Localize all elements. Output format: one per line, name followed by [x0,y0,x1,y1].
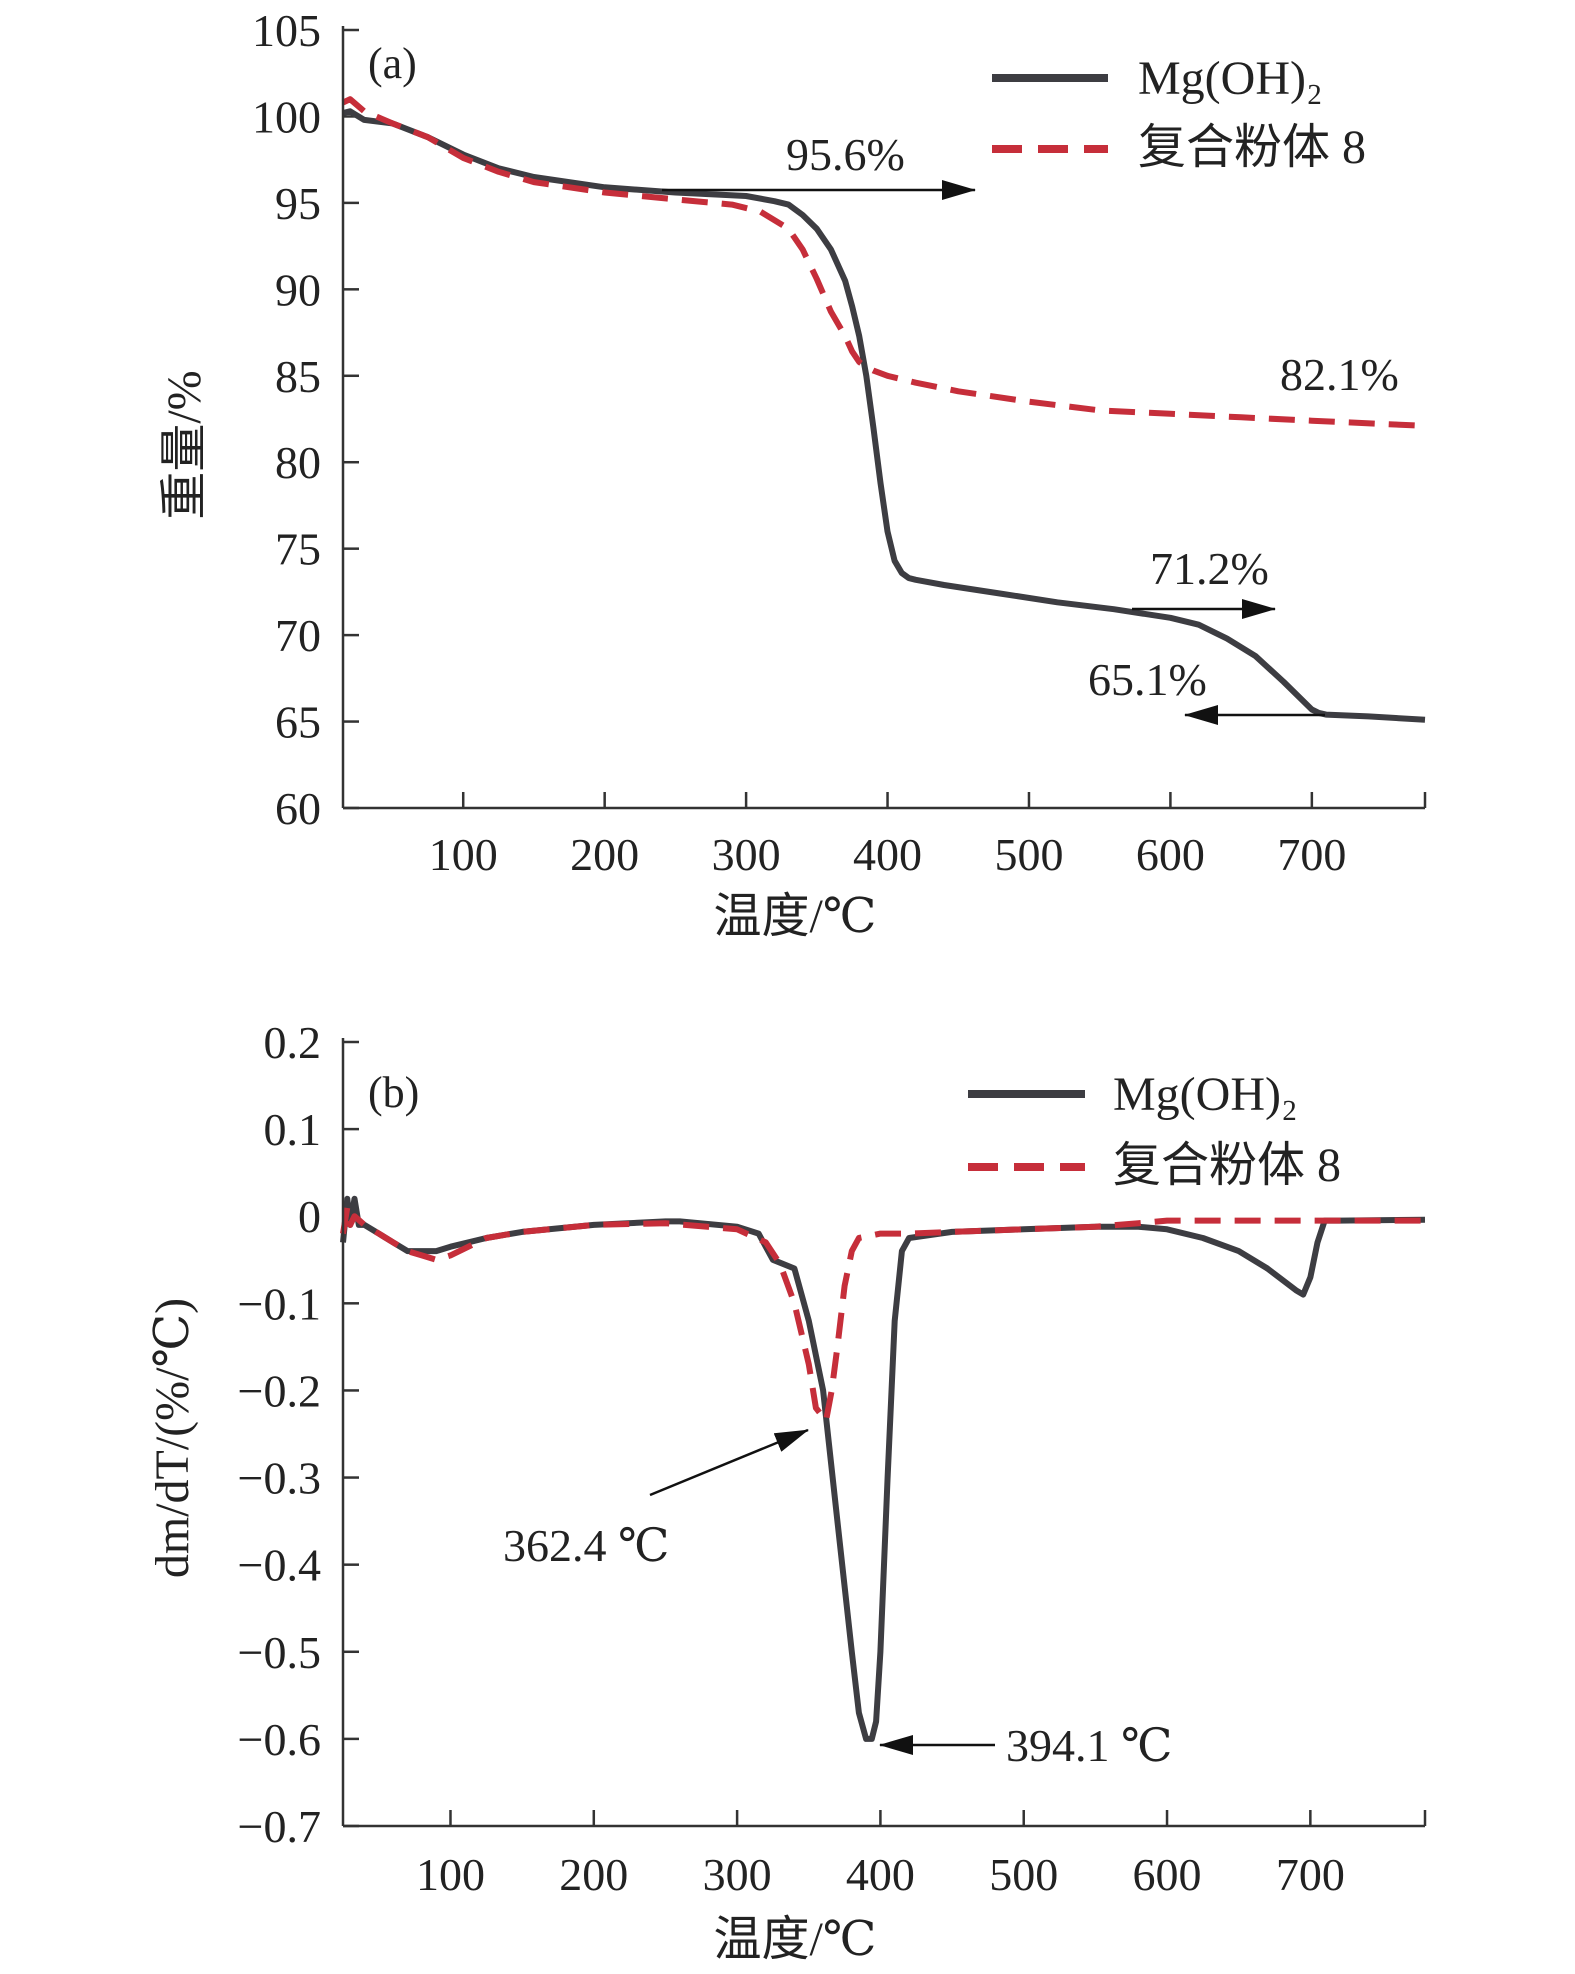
panel-b-x-tick-label: 500 [989,1849,1058,1900]
panel-a-series [341,96,1426,723]
panel-b-y-tick-label: −0.3 [238,1453,321,1504]
panel-a-y-ticks: 60 65 70 75 80 85 90 95 100 105 [252,5,359,834]
panel-b-x-tick-label: 100 [416,1849,485,1900]
panel-a-annotations: 95.6% 82.1% 71.2% 65.1% [662,129,1399,725]
panel-b-y-axis-title: dm/dT/(%/℃) [146,1298,199,1578]
panel-b-label: (b) [368,1068,419,1117]
panel-a-annotation-71-2: 71.2% [1150,543,1269,594]
panel-a-series-line-mgoh2 [342,108,1426,723]
panel-a-y-tick-label: 60 [275,783,321,834]
panel-b-x-tick-label: 700 [1276,1849,1345,1900]
panel-a-weight-chart: (a) 100 200 300 400 500 600 700 60 65 70 75 80 85 90… [158,5,1427,943]
panel-a-y-tick-label: 95 [275,178,321,229]
panel-a-annotation-95-6: 95.6% [786,129,905,180]
panel-b-derivative-chart: (b) 100 200 300 400 500 600 700 −0.7−0.6−0.5−0… [146,1017,1427,1966]
panel-b-y-tick-label: 0 [298,1191,321,1242]
panel-a-x-tick-label: 500 [994,829,1063,880]
panel-a-y-tick-label: 90 [275,264,321,315]
panel-b-annotation-362-4: 362.4 ℃ [503,1520,669,1571]
panel-a-y-axis-title: 重量/% [158,370,211,519]
panel-a-y-tick-label: 80 [275,437,321,488]
panel-a-label: (a) [368,39,417,88]
panel-a-y-tick-label: 75 [275,524,321,575]
panel-a-series-line-composite [341,96,1426,429]
panel-a-legend: Mg(OH)₂ 复合粉体 8 [992,52,1366,174]
panel-b-x-ticks: 100 200 300 400 500 600 700 [416,1810,1427,1900]
panel-b-series-line-mgoh2 [340,1195,1426,1742]
panel-b-legend-label-composite: 复合粉体 8 [1113,1139,1341,1192]
panel-b-x-tick-label: 400 [846,1849,915,1900]
panel-b-y-tick-label: −0.2 [238,1365,321,1416]
panel-b-x-axis-title: 温度/℃ [713,1913,876,1966]
panel-b-y-tick-label: −0.6 [238,1714,321,1765]
panel-b-x-tick-label: 600 [1133,1849,1202,1900]
panel-a-y-tick-label: 100 [252,91,321,142]
panel-a-annotation-65-1: 65.1% [1088,654,1207,705]
panel-a-x-tick-label: 100 [429,829,498,880]
panel-a-legend-label-composite: 复合粉体 8 [1138,121,1366,174]
panel-b-y-tick-label: 0.2 [264,1017,322,1068]
panel-b-legend-label-mgoh2: Mg(OH)₂ [1113,1068,1298,1121]
panel-a-y-tick-label: 85 [275,351,321,402]
panel-a-x-tick-label: 400 [853,829,922,880]
panel-a-y-tick-label: 65 [275,697,321,748]
panel-a-y-tick-label: 70 [275,610,321,661]
panel-a-x-tick-label: 600 [1136,829,1205,880]
panel-a-legend-label-mgoh2: Mg(OH)₂ [1138,52,1323,105]
panel-a-x-tick-label: 200 [570,829,639,880]
panel-b-arrow-362-4 [649,1428,809,1497]
panel-a-y-tick-label: 105 [252,5,321,56]
panel-b-y-tick-label: −0.1 [238,1278,321,1329]
panel-b-y-ticks: −0.7 −0.6 −0.5 −0.4 −0.3 −0.2 −0.1 0 0.1 0.2 [238,1017,359,1852]
panel-b-x-tick-label: 300 [703,1849,772,1900]
panel-b-y-tick-label: −0.4 [238,1540,321,1591]
panel-b-annotation-394-1: 394.1 ℃ [1006,1720,1172,1771]
panel-b-series [340,1195,1426,1742]
panel-a-annotation-82-1: 82.1% [1280,349,1399,400]
panel-b-legend: Mg(OH)₂ 复合粉体 8 [968,1068,1341,1192]
panel-a-x-tick-label: 700 [1277,829,1346,880]
panel-b-annotations: 362.4 ℃ 394.1 ℃ [503,1428,1172,1771]
panel-b-series-line-composite [340,1204,1425,1424]
panel-b-x-tick-label: 200 [559,1849,628,1900]
panel-b-y-tick-label: −0.7 [238,1801,321,1852]
panel-b-y-tick-label: 0.1 [264,1104,322,1155]
panel-a-x-axis-title: 温度/℃ [713,890,876,943]
panel-b-y-tick-label: −0.5 [238,1627,321,1678]
panel-a-x-ticks: 100 200 300 400 500 600 700 [429,792,1427,880]
panel-a-x-tick-label: 300 [712,829,781,880]
